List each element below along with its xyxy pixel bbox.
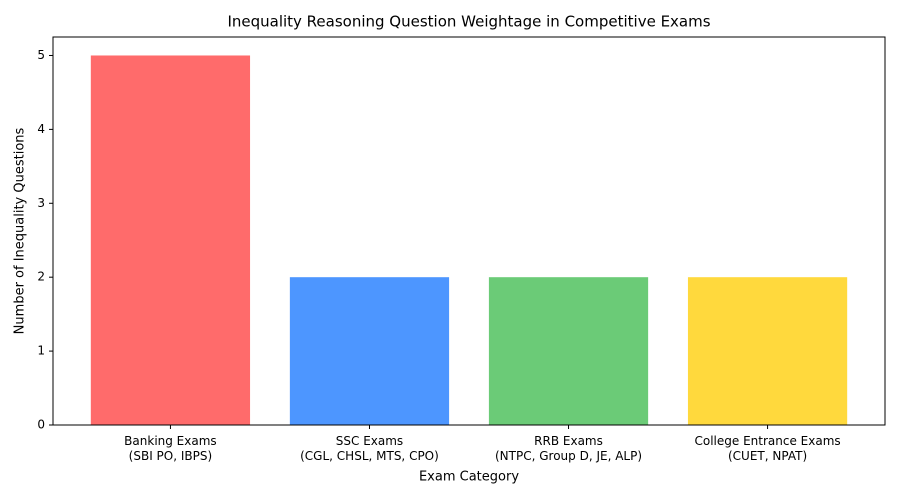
y-tick-label: 2: [37, 270, 45, 284]
bar: [289, 277, 450, 425]
bar: [488, 277, 649, 425]
x-tick-label: SSC Exams (CGL, CHSL, MTS, CPO): [300, 434, 439, 463]
y-axis-label: Number of Inequality Questions: [13, 127, 28, 334]
x-axis-label: Exam Category: [419, 470, 519, 485]
y-tick-label: 3: [37, 196, 45, 210]
x-tick-label: College Entrance Exams (CUET, NPAT): [694, 434, 840, 463]
chart-title: Inequality Reasoning Question Weightage …: [227, 13, 710, 31]
x-tick-label: RRB Exams (NTPC, Group D, JE, ALP): [495, 434, 642, 463]
y-tick-label: 4: [37, 122, 45, 136]
y-tick-label: 0: [37, 418, 45, 432]
plot-frame: [52, 36, 886, 426]
bar: [90, 55, 251, 425]
y-tick-label: 5: [37, 48, 45, 62]
bar: [687, 277, 848, 425]
x-tick-label: Banking Exams (SBI PO, IBPS): [124, 434, 217, 463]
y-tick-label: 1: [37, 344, 45, 358]
